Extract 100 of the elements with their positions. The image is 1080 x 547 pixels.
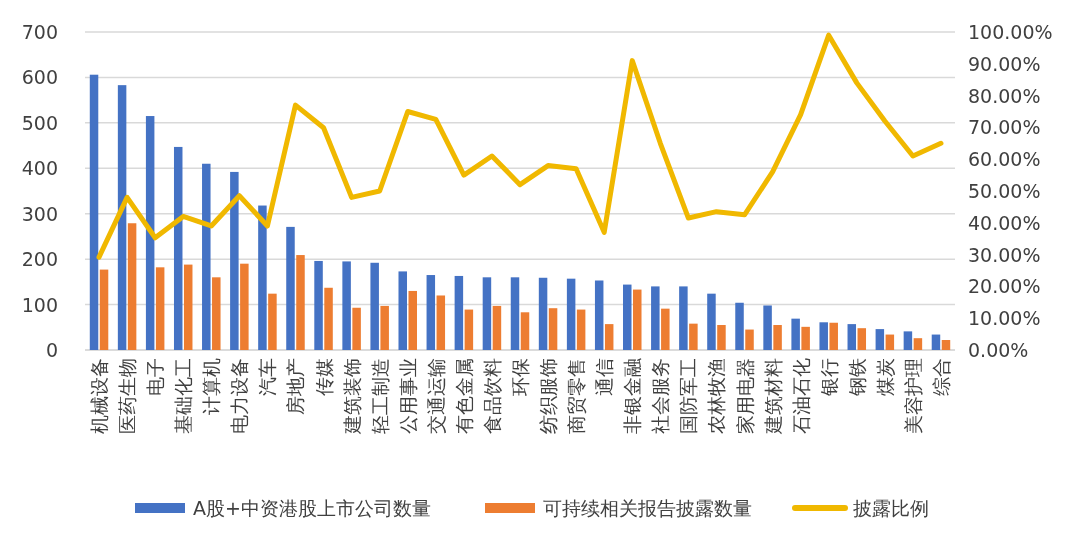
x-tick-label: 交通运输	[424, 358, 447, 434]
bar	[240, 263, 249, 350]
bar	[941, 340, 951, 350]
bar	[296, 255, 305, 350]
bar	[89, 74, 99, 350]
bar	[885, 334, 895, 350]
bar	[145, 116, 155, 350]
bar	[847, 324, 857, 350]
x-tick-label: 煤炭	[873, 358, 896, 396]
bar	[773, 325, 782, 350]
x-tick-label: 电子	[144, 358, 167, 396]
x-tick-label: 非银金融	[621, 358, 644, 434]
legend-label: A股+中资港股上市公司数量	[193, 497, 431, 519]
bar	[408, 290, 417, 350]
bar	[510, 277, 520, 350]
x-tick-label: 医药生物	[116, 358, 139, 434]
bar	[520, 312, 530, 350]
y-tick-label: 400	[21, 157, 58, 180]
bar	[380, 305, 389, 350]
bar	[99, 269, 109, 350]
x-tick-label: 有色金属	[452, 358, 475, 434]
bar	[801, 326, 810, 350]
x-tick-label: 农林牧渔	[705, 358, 728, 434]
legend-label: 披露比例	[853, 497, 929, 519]
bar	[230, 171, 239, 350]
bar	[576, 309, 586, 350]
x-tick-label: 房地产	[284, 358, 307, 415]
bar	[212, 277, 221, 350]
bar	[903, 331, 913, 350]
y2-tick-label: 100.00%	[968, 21, 1053, 43]
y-tick-label: 500	[21, 111, 58, 134]
x-tick-label: 公用事业	[396, 358, 419, 434]
bar	[689, 323, 698, 350]
bar	[398, 271, 407, 350]
y2-tick-label: 20.00%	[968, 275, 1041, 298]
bar	[913, 338, 923, 350]
y-tick-label: 0	[45, 339, 58, 361]
bar	[173, 146, 183, 350]
y-tick-label: 200	[21, 248, 58, 271]
y-tick-label: 100	[21, 293, 58, 316]
y-tick-label: 600	[21, 66, 58, 89]
x-tick-label: 通信	[593, 358, 616, 396]
bar	[454, 275, 464, 350]
bar	[464, 309, 474, 350]
bar	[875, 329, 885, 350]
bar	[857, 328, 867, 350]
x-tick-label: 汽车	[256, 358, 279, 396]
bar	[735, 302, 744, 350]
bar	[604, 324, 614, 350]
x-tick-label: 商贸零售	[565, 358, 588, 434]
bar	[566, 278, 576, 350]
bar	[745, 329, 754, 350]
x-tick-label: 社会服务	[649, 358, 672, 434]
x-tick-label: 建筑材料	[761, 358, 784, 435]
x-tick-label: 电力设备	[228, 358, 251, 434]
y2-tick-label: 0.00%	[968, 339, 1029, 361]
bar	[661, 308, 670, 350]
bar	[202, 163, 211, 350]
bar	[127, 223, 137, 350]
bar	[314, 260, 323, 350]
bar	[183, 264, 193, 350]
bar	[286, 226, 295, 350]
x-tick-label: 钢铁	[845, 358, 868, 397]
x-tick-label: 轻工制造	[368, 358, 391, 434]
bar	[342, 261, 351, 350]
x-tick-label: 综合	[929, 358, 952, 396]
bar	[352, 307, 361, 350]
bar	[791, 318, 800, 350]
legend-label: 可持续相关报告披露数量	[543, 497, 752, 519]
y2-tick-label: 60.00%	[968, 148, 1041, 171]
bar	[707, 293, 716, 350]
x-tick-label: 基础化工	[172, 358, 195, 434]
x-tick-label: 家用电器	[733, 358, 756, 434]
bar	[763, 305, 772, 350]
y2-tick-label: 70.00%	[968, 116, 1041, 139]
x-tick-label: 银行	[817, 358, 840, 397]
y2-tick-label: 80.00%	[968, 84, 1041, 107]
x-tick-label: 美容护理	[901, 358, 924, 434]
bar	[258, 205, 267, 350]
x-tick-label: 环保	[509, 358, 531, 396]
x-tick-label: 石油石化	[789, 358, 812, 434]
y-tick-label: 300	[21, 202, 58, 225]
y2-tick-label: 10.00%	[968, 307, 1041, 330]
x-tick-label: 传媒	[312, 358, 335, 396]
y2-tick-label: 90.00%	[968, 52, 1041, 75]
bar	[829, 322, 838, 350]
bar	[717, 325, 726, 350]
y2-tick-label: 40.00%	[968, 211, 1041, 234]
bar	[482, 277, 492, 350]
bar	[370, 262, 379, 350]
bar	[426, 275, 436, 350]
x-tick-label: 纺织服饰	[537, 358, 560, 434]
bar	[548, 308, 558, 350]
bar	[931, 334, 941, 350]
x-tick-label: 国防军工	[677, 358, 700, 434]
bar	[679, 286, 688, 350]
bar	[436, 295, 446, 350]
x-tick-label: 机械设备	[88, 358, 111, 434]
y-tick-label: 700	[21, 21, 58, 43]
bar	[268, 293, 277, 350]
